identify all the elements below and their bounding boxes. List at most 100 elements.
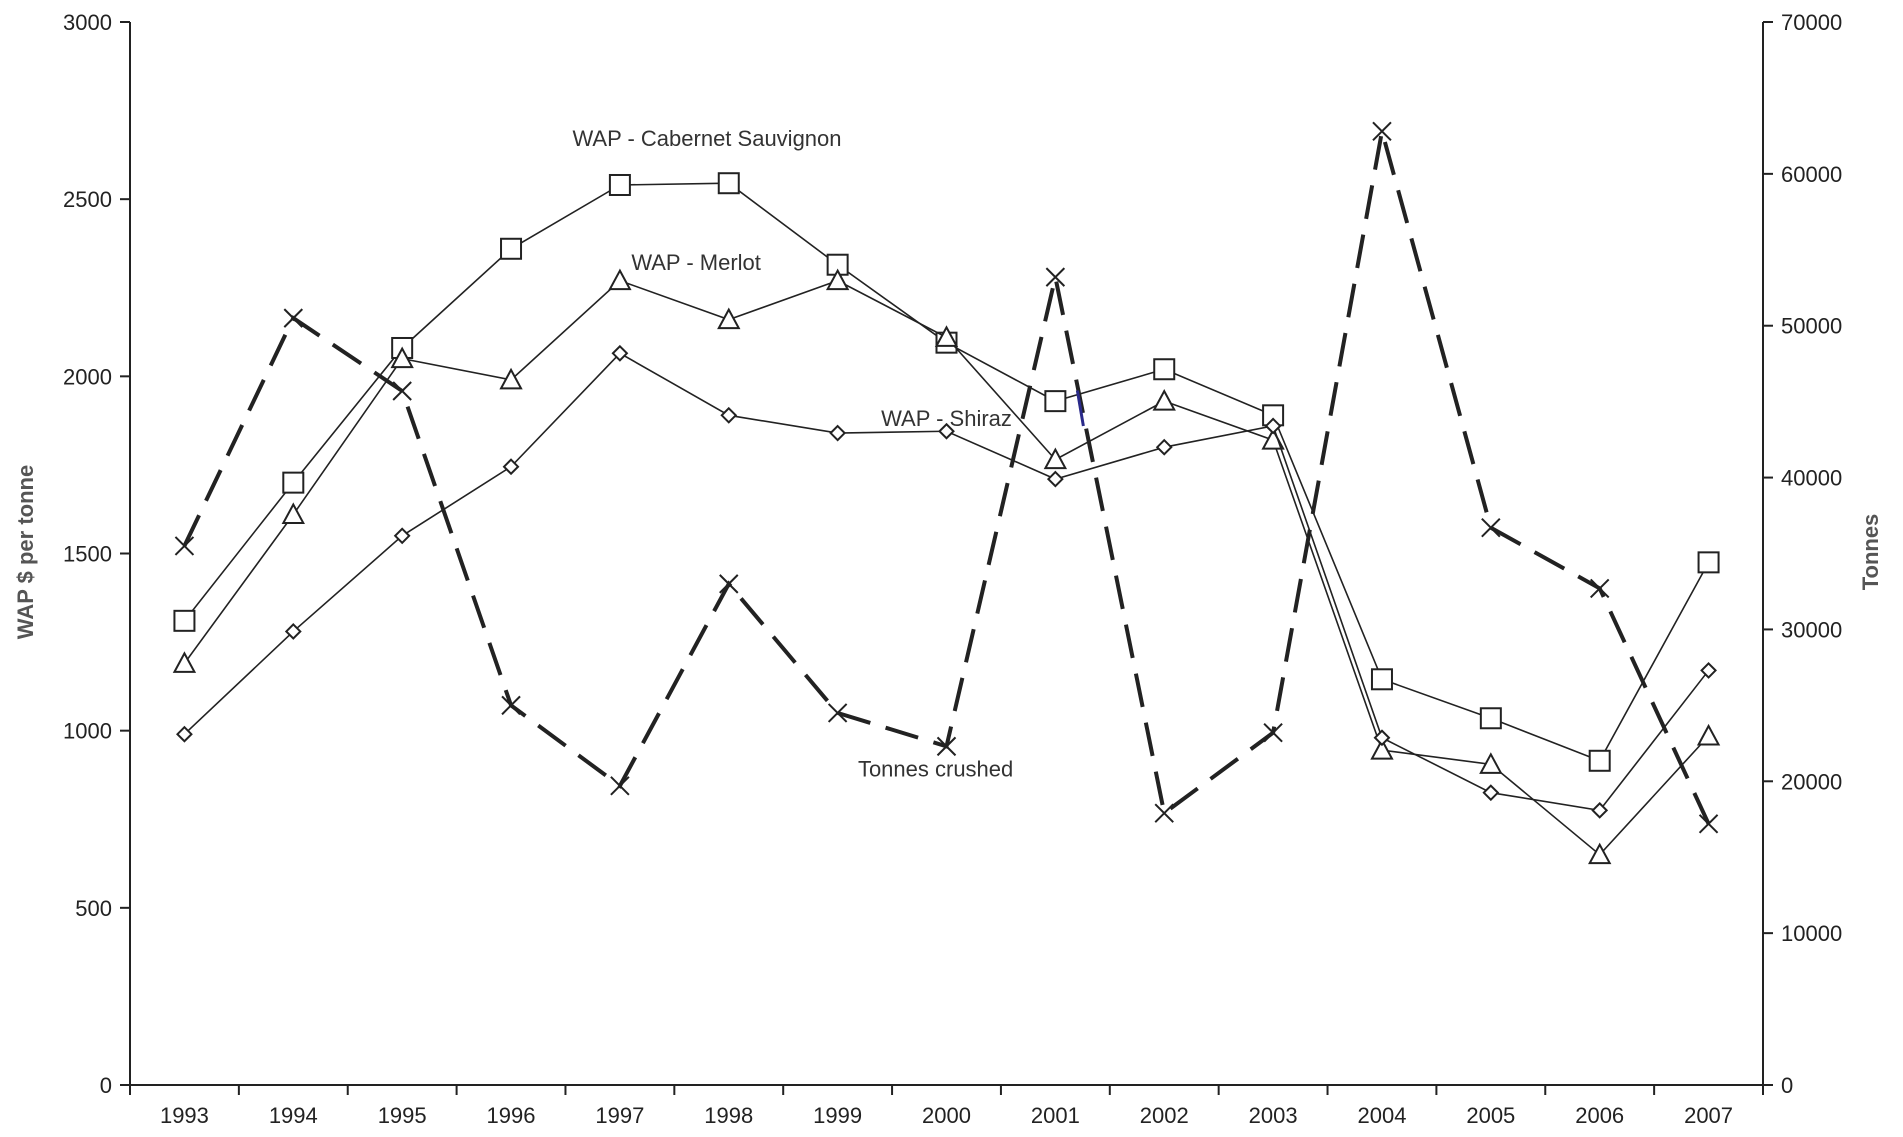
data-point-triangle [281,502,305,525]
data-point-triangle [1479,752,1503,774]
data-point-x [936,736,957,757]
data-point-x [501,695,521,716]
series-tonnes-crushed [174,121,1719,834]
data-point-triangle [390,346,414,369]
data-point-diamond [1264,417,1282,435]
data-point-square [1697,551,1720,574]
data-point-diamond [720,406,738,424]
x-tick-label: 1999 [813,1103,862,1128]
y-tick-label-right: 20000 [1781,769,1842,794]
axes: 0500100015002000250030000100002000030000… [63,10,1842,1128]
series-wap-merlot [172,268,1721,865]
series-annotation: WAP - Cabernet Sauvignon [572,126,841,151]
y-tick-label-left: 3000 [63,10,112,35]
data-point-diamond [176,725,193,743]
data-point-x [827,703,848,723]
data-point-diamond [1591,801,1609,819]
data-point-triangle [717,307,741,330]
y-tick-label-left: 2500 [63,187,112,212]
data-point-triangle [1152,389,1176,411]
y-tick-label-left: 2000 [63,364,112,389]
data-point-diamond [611,344,629,362]
data-point-x [392,381,412,401]
data-point-square [1588,749,1611,772]
data-point-x [1045,267,1066,287]
y-axis-title-right: Tonnes [1858,514,1883,591]
data-point-square [1370,668,1393,691]
y-tick-label-right: 10000 [1781,921,1842,946]
x-tick-label: 2003 [1249,1103,1298,1128]
series-line [183,182,1710,762]
data-point-square [1479,707,1502,730]
x-tick-label: 2000 [922,1103,971,1128]
data-point-diamond [502,458,520,476]
y-tick-label-left: 500 [75,896,112,921]
data-point-triangle [499,367,523,390]
data-point-triangle [172,651,197,673]
data-point-triangle [1696,723,1721,746]
y-tick-label-left: 1500 [63,542,112,567]
x-tick-label: 2004 [1357,1103,1406,1128]
y-tick-label-left: 1000 [63,719,112,744]
x-tick-label: 1998 [704,1103,753,1128]
y-tick-label-right: 40000 [1781,466,1842,491]
data-point-square [717,172,740,195]
x-tick-label: 1994 [269,1103,318,1128]
data-point-diamond [1700,662,1717,679]
series-annotation: WAP - Shiraz [881,406,1012,431]
accent-mark [1075,390,1085,427]
y-tick-label-right: 30000 [1781,617,1842,642]
data-point-diamond [393,527,411,545]
data-point-triangle [825,268,850,291]
data-point-square [500,237,523,260]
data-point-diamond [938,422,955,440]
series-wap-shiraz [176,344,1717,819]
x-tick-label: 2002 [1140,1103,1189,1128]
data-point-x [1154,803,1174,823]
data-point-diamond [829,424,847,442]
data-point-diamond [1155,438,1173,456]
data-point-x [1698,814,1719,834]
y-tick-label-right: 0 [1781,1073,1793,1098]
series-wap-cabernet-sauvignon [173,172,1720,772]
data-point-square [173,609,196,632]
data-point-triangle [934,325,959,347]
data-point-square [1044,390,1067,413]
y-tick-label-right: 50000 [1781,314,1842,339]
data-point-diamond [284,623,302,640]
data-point-x [610,776,630,796]
y-tick-label-right: 60000 [1781,162,1842,187]
data-point-square [282,471,305,494]
x-tick-label: 1995 [378,1103,427,1128]
data-point-x [174,536,195,556]
annotations: WAP - Cabernet Sauvignon WAP - Merlot WAP … [572,126,1085,782]
data-point-x [1263,722,1283,743]
data-point-square [1153,358,1176,381]
data-point-x [1372,121,1392,142]
data-point-diamond [1046,470,1064,488]
data-point-triangle [1370,738,1394,760]
x-tick-label: 2006 [1575,1103,1624,1128]
series-layer [172,121,1721,865]
x-tick-label: 2001 [1031,1103,1080,1128]
data-point-triangle [1588,842,1612,865]
data-point-square [608,173,631,196]
data-point-x [1481,517,1501,538]
data-point-x [283,308,304,328]
data-point-diamond [1482,784,1500,802]
data-point-triangle [1043,447,1068,470]
x-tick-label: 2007 [1684,1103,1733,1128]
series-annotation: Tonnes crushed [858,757,1013,782]
x-tick-label: 1996 [487,1103,536,1128]
series-annotation: WAP - Merlot [631,250,761,275]
data-point-x [1589,578,1610,599]
data-point-x [719,574,739,594]
y-tick-label-right: 70000 [1781,10,1842,35]
data-point-triangle [608,268,632,291]
x-tick-label: 1993 [160,1103,209,1128]
x-tick-label: 2005 [1466,1103,1515,1128]
y-axis-title-left: WAP $ per tonne [13,465,38,639]
data-point-diamond [1373,729,1391,747]
